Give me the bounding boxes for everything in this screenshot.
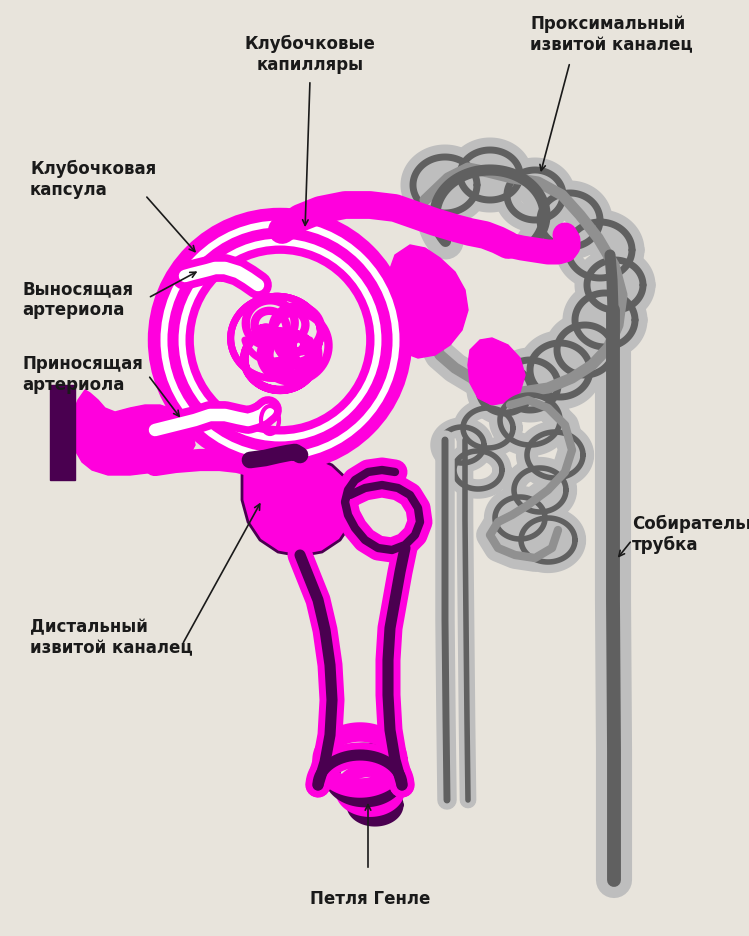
Polygon shape xyxy=(242,452,355,556)
Text: Собирательная
трубка: Собирательная трубка xyxy=(632,515,749,554)
Polygon shape xyxy=(468,338,525,405)
Text: Проксимальный
извитой каналец: Проксимальный извитой каналец xyxy=(530,15,693,53)
Polygon shape xyxy=(50,385,75,480)
Polygon shape xyxy=(72,390,195,475)
Text: Петля Генле: Петля Генле xyxy=(310,890,430,908)
Text: Выносящая
артериола: Выносящая артериола xyxy=(22,280,133,319)
Circle shape xyxy=(185,245,375,435)
Text: Клубочковые
капилляры: Клубочковые капилляры xyxy=(245,35,375,74)
Text: Дистальный
извитой каналец: Дистальный извитой каналец xyxy=(30,618,192,657)
Text: Клубочковая
капсула: Клубочковая капсула xyxy=(30,160,157,199)
Text: Приносящая
артериола: Приносящая артериола xyxy=(22,355,143,394)
Polygon shape xyxy=(382,245,468,358)
